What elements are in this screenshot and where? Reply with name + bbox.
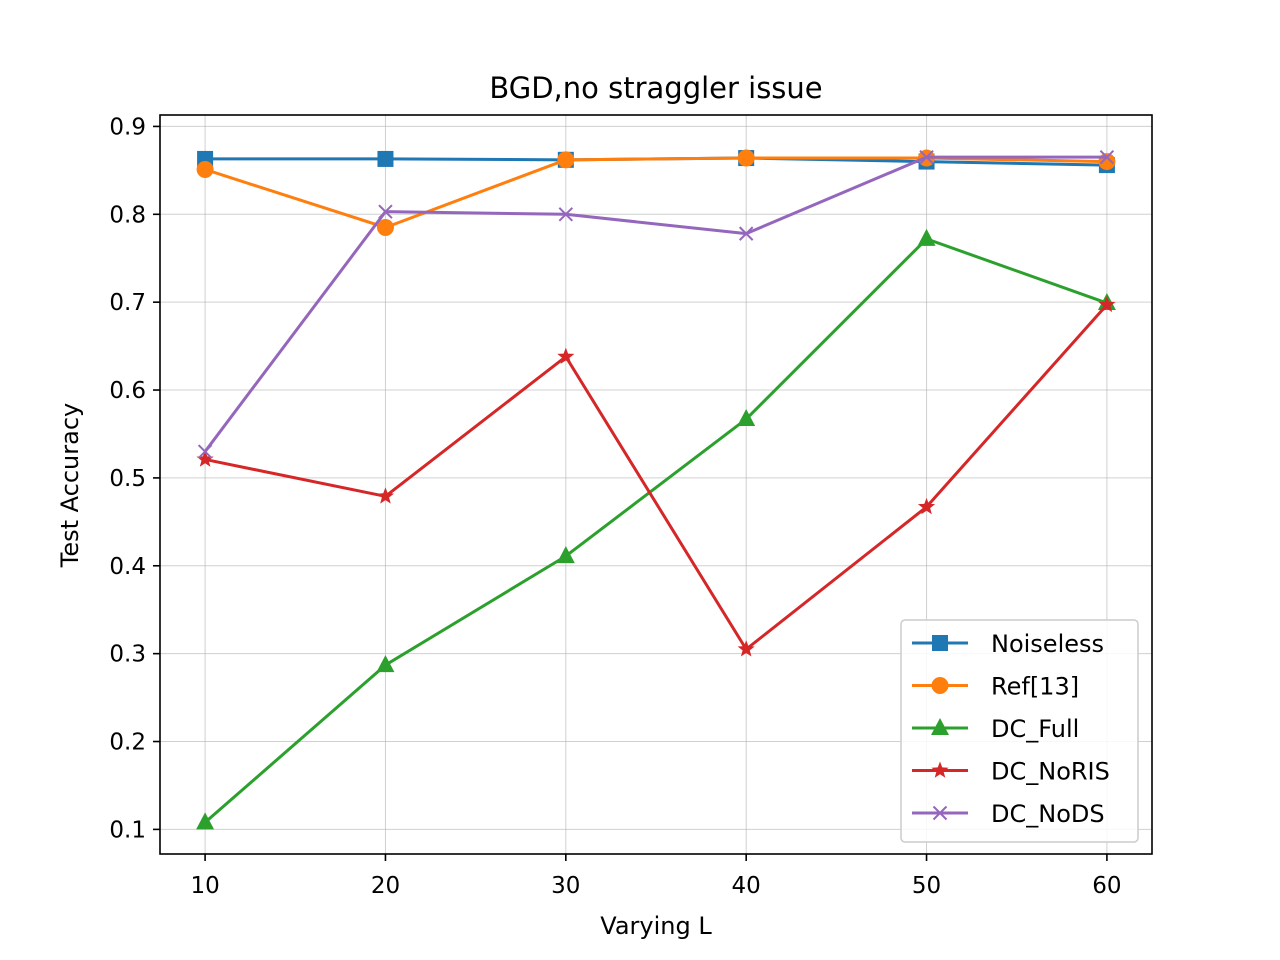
legend-label-dc-noris: DC_NoRIS — [991, 758, 1110, 786]
series-layer — [196, 149, 1116, 830]
legend-box — [900, 619, 1139, 843]
x-axis-label: Varying L — [600, 912, 712, 940]
x-tick-label-0: 10 — [190, 873, 219, 899]
legend-swatch-marker-noiseless — [932, 635, 948, 651]
x-tick-label-3: 40 — [732, 873, 761, 899]
legend-label-dc-nods: DC_NoDS — [991, 800, 1105, 828]
y-tick-label-2: 0.3 — [109, 642, 146, 668]
legend-item-dc-noris: DC_NoRIS — [912, 758, 1110, 786]
grid-lines — [160, 115, 1152, 854]
y-tick-label-4: 0.5 — [109, 466, 146, 492]
dc-nods-point-0 — [197, 444, 213, 459]
x-tick-label-5: 60 — [1092, 873, 1121, 899]
x-tick-label-1: 20 — [371, 873, 400, 899]
legend-item-dc-nods: DC_NoDS — [912, 800, 1105, 828]
y-axis-label: Test Accuracy — [56, 403, 84, 568]
dc-noris-line — [204, 303, 1109, 651]
dc-noris-point-5 — [1098, 295, 1116, 313]
legend-item-noiseless: Noiseless — [912, 630, 1104, 658]
dc-full-line — [204, 237, 1108, 824]
dc-full-point-3 — [737, 409, 756, 427]
dc-noris-point-0 — [196, 450, 214, 467]
legend: Noiseless Ref[13] DC_Full DC_NoRIS DC_NoDS — [900, 619, 1139, 843]
dc-nods-line — [203, 155, 1107, 453]
ref-13-point-3 — [737, 149, 755, 167]
dc-nods-point-1 — [378, 204, 393, 219]
y-tick-label-0: 0.1 — [109, 817, 146, 843]
x-tick-label-2: 30 — [551, 873, 580, 899]
legend-label-ref-13: Ref[13] — [991, 673, 1079, 701]
dc-nods-point-4 — [919, 149, 934, 165]
legend-label-dc-full: DC_Full — [991, 715, 1079, 743]
ref-13-point-5 — [1098, 153, 1116, 171]
dc-full-point-4 — [917, 228, 936, 246]
y-tick-label-3: 0.4 — [109, 554, 146, 580]
noiseless-point-1 — [377, 150, 394, 167]
y-axis: 0.1 0.2 0.3 0.4 0.5 0.6 0.7 0.8 0.9 — [109, 114, 160, 843]
x-axis: 10 20 30 40 50 60 — [190, 854, 1122, 899]
series-dc-noris — [196, 295, 1116, 657]
x-tick-label-4: 50 — [912, 873, 941, 899]
ref-13-point-2 — [557, 151, 575, 169]
dc-full-point-0 — [196, 812, 215, 830]
legend-item-dc-full: DC_Full — [912, 715, 1079, 743]
legend-swatch-marker-dc-noris — [931, 761, 949, 778]
y-tick-label-1: 0.2 — [109, 730, 146, 756]
y-tick-label-8: 0.9 — [109, 114, 146, 140]
legend-swatch-marker-dc-full — [931, 718, 949, 735]
dc-noris-point-4 — [917, 497, 936, 515]
dc-nods-point-5 — [1099, 149, 1115, 165]
y-tick-label-5: 0.6 — [109, 378, 146, 404]
legend-label-noiseless: Noiseless — [991, 630, 1104, 658]
dc-noris-point-2 — [557, 347, 575, 364]
series-dc-nods — [197, 149, 1115, 459]
dc-nods-point-2 — [558, 207, 574, 222]
dc-noris-point-3 — [737, 640, 755, 657]
legend-swatch-marker-ref-13 — [931, 677, 949, 694]
dc-nods-point-3 — [738, 226, 754, 241]
legend-swatch-marker-dc-nods — [932, 805, 948, 821]
ref-13-point-0 — [196, 160, 214, 178]
y-tick-label-7: 0.8 — [109, 202, 146, 228]
ref-13-point-1 — [376, 218, 394, 236]
dc-full-point-2 — [556, 546, 575, 564]
plot-frame — [159, 114, 1153, 855]
dc-noris-point-1 — [376, 487, 395, 504]
chart-title: BGD,no straggler issue — [489, 71, 822, 105]
legend-item-ref-13: Ref[13] — [912, 673, 1079, 701]
series-dc-full — [196, 228, 1116, 830]
y-tick-label-6: 0.7 — [109, 290, 146, 316]
dc-full-point-1 — [376, 655, 395, 673]
